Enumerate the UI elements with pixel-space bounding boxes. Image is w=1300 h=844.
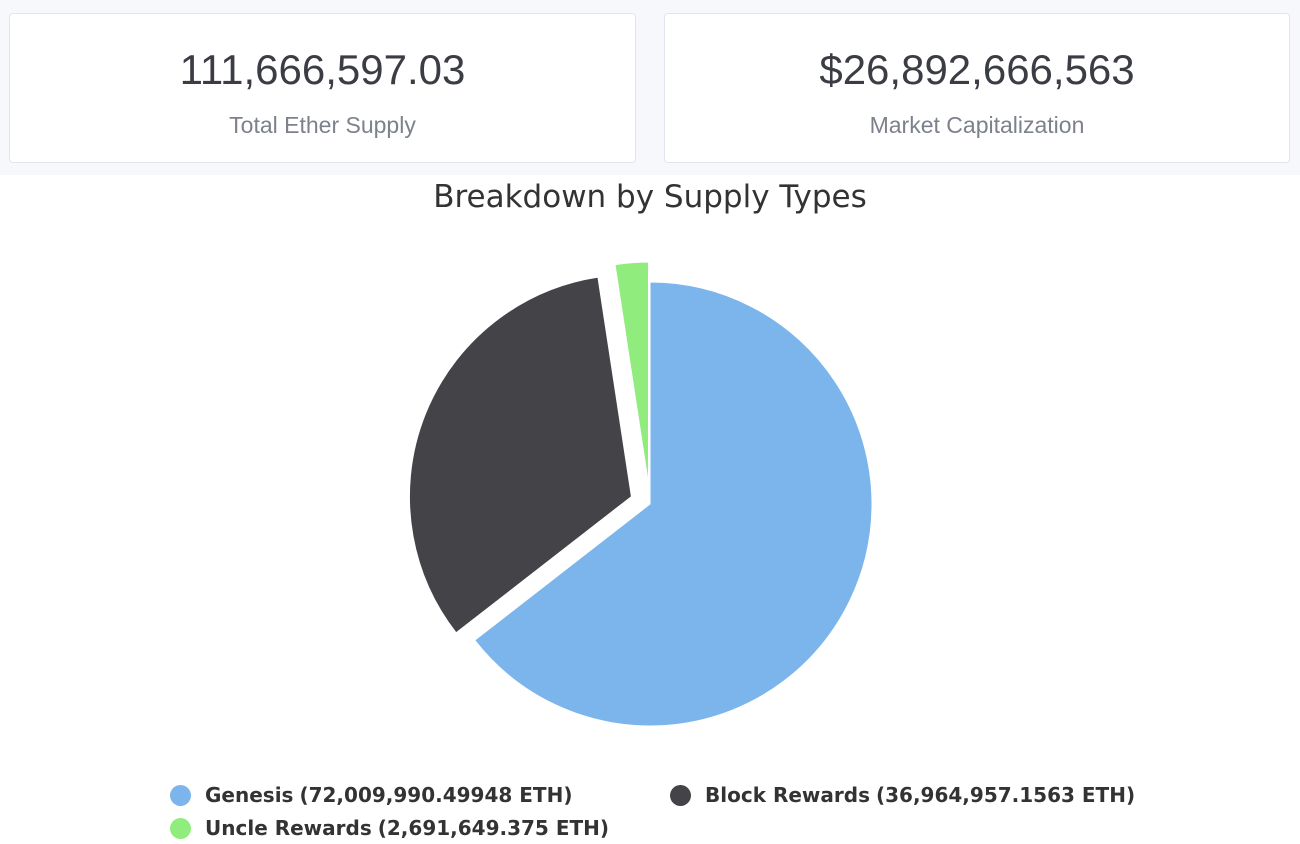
legend-name-genesis: Genesis [205,783,294,807]
legend-item-block-rewards[interactable]: Block Rewards (36,964,957.1563 ETH) [670,781,1135,809]
legend-name-block-rewards: Block Rewards [705,783,870,807]
pie-slice-uncle-rewards[interactable] [614,261,649,485]
legend-name-uncle-rewards: Uncle Rewards [205,816,372,840]
legend-unit-block-rewards: ETH [1081,783,1126,807]
pie-slice-genesis[interactable] [473,281,873,727]
legend-value-genesis: 72,009,990.49948 [308,783,513,807]
market-cap-card: $26,892,666,563 Market Capitalization [664,13,1290,163]
stats-row: 111,666,597.03 Total Ether Supply $26,89… [0,0,1300,175]
legend-dot-genesis [170,784,191,806]
total-supply-value: 111,666,597.03 [179,46,466,93]
legend-dot-uncle-rewards [170,817,191,839]
legend-item-genesis[interactable]: Genesis (72,009,990.49948 ETH) [170,781,572,809]
total-supply-card: 111,666,597.03 Total Ether Supply [9,13,636,163]
chart-title: Breakdown by Supply Types [433,179,867,215]
legend-value-uncle-rewards: 2,691,649.375 [386,816,549,840]
pie-slice-block-rewards[interactable] [408,276,632,634]
legend-unit-uncle-rewards: ETH [555,816,600,840]
legend-value-block-rewards: 36,964,957.1563 [885,783,1075,807]
total-supply-label: Total Ether Supply [229,112,416,138]
market-cap-value: $26,892,666,563 [819,46,1135,93]
legend-item-uncle-rewards[interactable]: Uncle Rewards (2,691,649.375 ETH) [170,814,609,842]
legend-unit-genesis: ETH [519,783,564,807]
legend-dot-block-rewards [670,784,691,806]
market-cap-label: Market Capitalization [869,112,1085,138]
